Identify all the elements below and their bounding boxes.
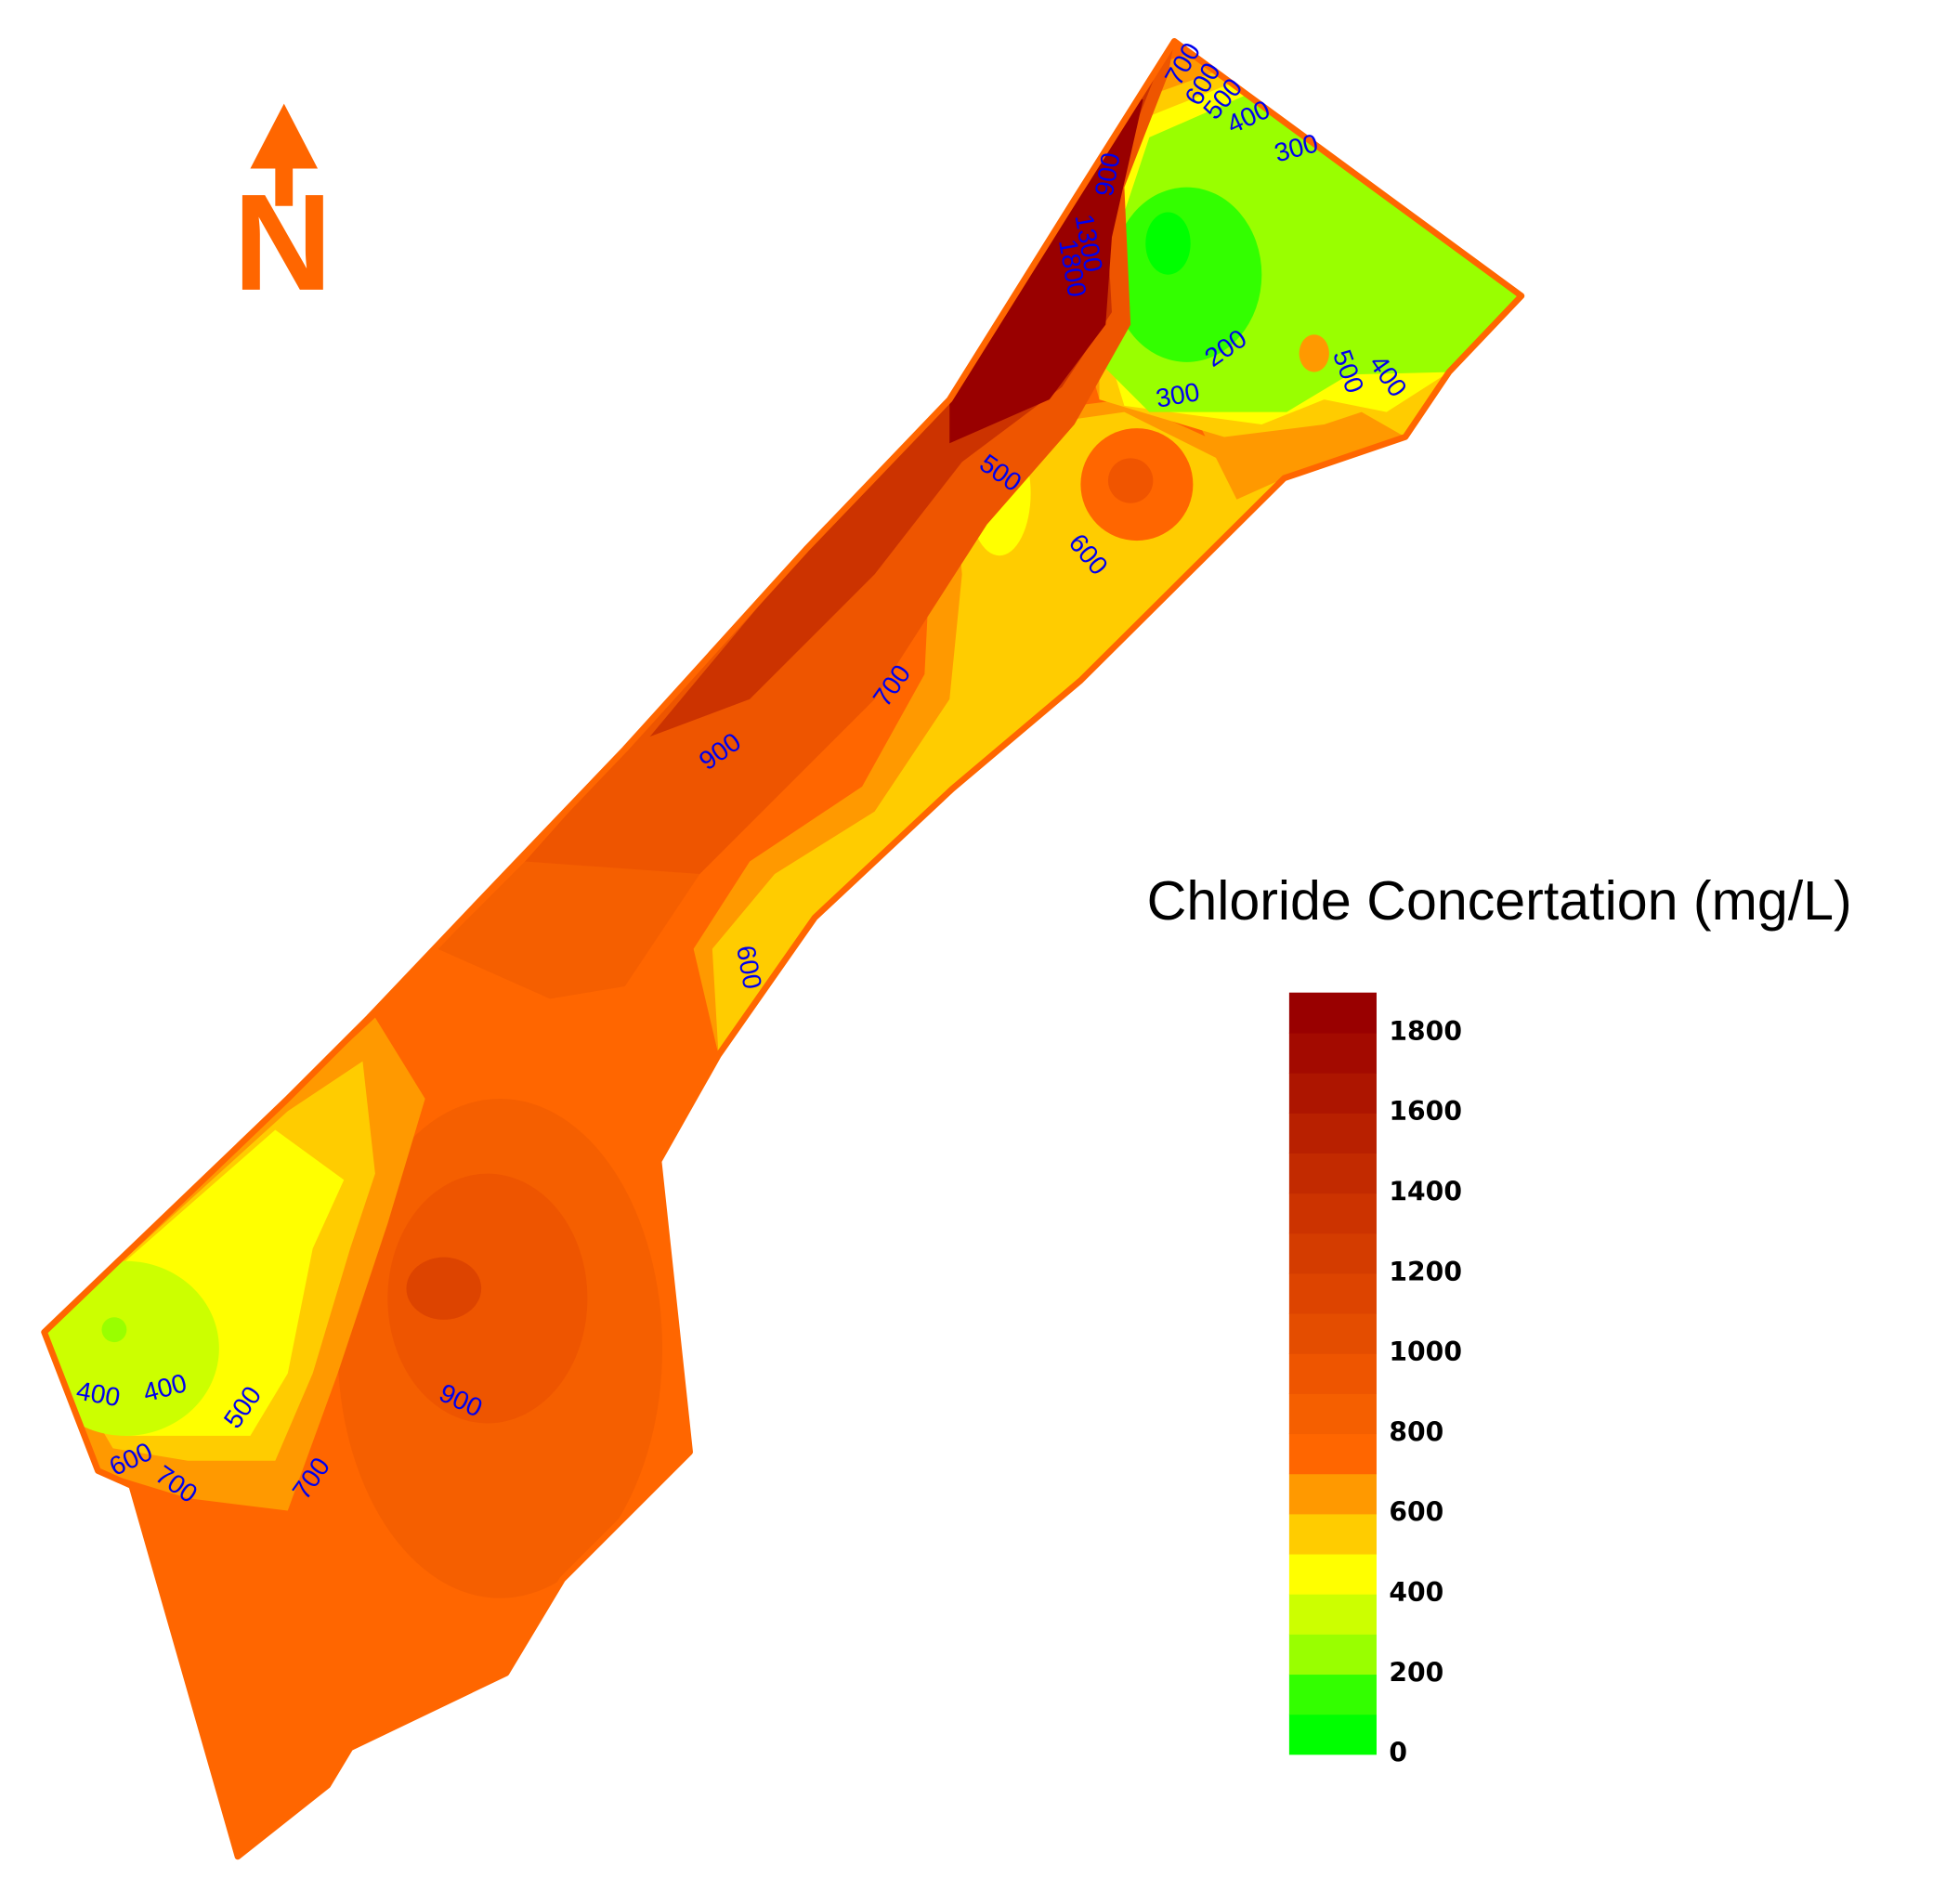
legend-band bbox=[1288, 1553, 1377, 1595]
legend-band bbox=[1288, 1353, 1377, 1394]
legend-tick-label: 800 bbox=[1389, 1416, 1443, 1447]
legend-band bbox=[1288, 1232, 1377, 1274]
north-arrow: N bbox=[233, 103, 333, 320]
legend-band bbox=[1288, 1513, 1377, 1555]
contour-label: 600 bbox=[731, 943, 768, 991]
legend-band bbox=[1288, 1113, 1377, 1154]
legend-band bbox=[1288, 1433, 1377, 1475]
contour-label: 400 bbox=[74, 1376, 123, 1413]
legend-tick-label: 1400 bbox=[1389, 1176, 1462, 1206]
legend-band bbox=[1288, 1312, 1377, 1354]
legend-band bbox=[1288, 1393, 1377, 1435]
legend-band bbox=[1288, 1594, 1377, 1635]
legend-tick-label: 200 bbox=[1389, 1657, 1443, 1688]
legend-tick-label: 400 bbox=[1389, 1577, 1443, 1608]
legend-band bbox=[1288, 992, 1377, 1034]
legend-tick-label: 1200 bbox=[1389, 1257, 1462, 1287]
legend-tick-label: 1600 bbox=[1389, 1096, 1462, 1127]
legend-tick-label: 600 bbox=[1389, 1497, 1443, 1528]
legend-band bbox=[1288, 1193, 1377, 1234]
legend-band bbox=[1288, 1032, 1377, 1074]
legend-band bbox=[1288, 1674, 1377, 1715]
legend-title: Chloride Concertation (mg/L) bbox=[1147, 869, 1852, 932]
north-label: N bbox=[233, 166, 333, 320]
legend-band bbox=[1288, 1153, 1377, 1194]
map-outline bbox=[41, 38, 1525, 1860]
legend-band bbox=[1288, 1272, 1377, 1314]
legend-tick-label: 1000 bbox=[1389, 1337, 1462, 1367]
legend-band bbox=[1288, 1714, 1377, 1755]
legend-band bbox=[1288, 1473, 1377, 1515]
legend-band bbox=[1288, 1634, 1377, 1676]
legend-tick-label: 1800 bbox=[1389, 1016, 1462, 1047]
legend-band bbox=[1288, 1073, 1377, 1114]
legend: 0 200 400 600 800 1000 1200 1400 1600 1800 bbox=[1288, 992, 1462, 1768]
legend-tick-label: 0 bbox=[1389, 1738, 1407, 1768]
